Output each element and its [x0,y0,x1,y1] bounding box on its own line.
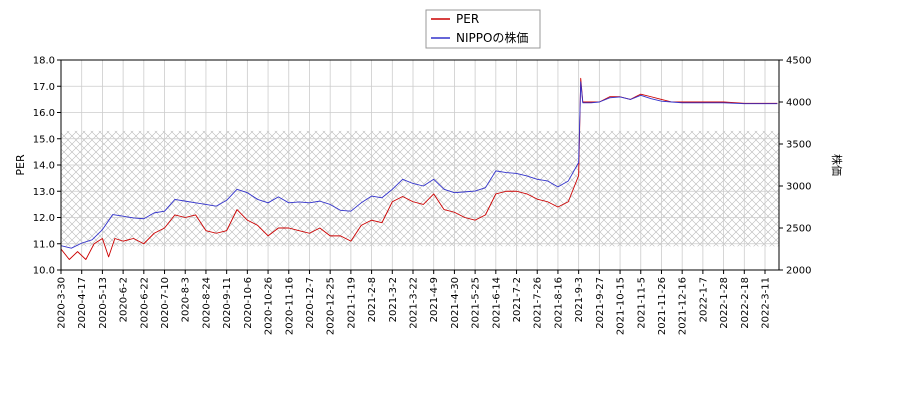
y-right-tick-label: 4000 [786,98,811,109]
x-tick-label: 2020-8-3 [181,277,192,322]
legend-label-per: PER [456,12,479,26]
x-tick-label: 2020-6-22 [139,277,150,329]
legend: PER NIPPOの株価 [425,9,541,49]
hatched-band [61,130,779,247]
x-tick-label: 2021-11-5 [636,277,647,329]
y-left-tick-label: 16.0 [33,108,55,119]
x-tick-label: 2021-9-3 [574,277,585,322]
y-left-tick-label: 12.0 [33,213,55,224]
x-tick-label: 2022-1-28 [719,277,730,329]
x-tick-label: 2021-5-25 [471,277,482,329]
x-tick-label: 2020-12-7 [305,277,316,329]
x-tick-label: 2020-12-25 [326,277,337,335]
y-left-tick-label: 15.0 [33,134,55,145]
x-tick-label: 2021-9-27 [595,277,606,329]
x-tick-label: 2020-10-26 [264,277,275,335]
y-left-tick-label: 13.0 [33,187,55,198]
x-tick-label: 2021-3-2 [388,277,399,322]
y-left-tick-label: 14.0 [33,161,55,172]
x-tick-label: 2020-7-10 [160,277,171,329]
y-left-tick-label: 10.0 [33,266,55,277]
x-tick-label: 2021-11-26 [657,277,668,335]
x-tick-label: 2020-10-6 [243,277,254,329]
x-tick-label: 2020-4-17 [77,277,88,329]
y-left-axis-label: PER [14,154,27,176]
x-tick-label: 2021-6-14 [491,277,502,329]
y-left-tick-label: 17.0 [33,82,55,93]
x-tick-label: 2021-4-9 [429,277,440,322]
y-left-tick-label: 11.0 [33,239,55,250]
y-right-tick-label: 2000 [786,266,811,277]
x-tick-label: 2021-1-19 [346,277,357,329]
x-tick-label: 2021-7-26 [533,277,544,329]
y-right-tick-label: 3000 [786,182,811,193]
legend-box [425,9,541,49]
x-tick-label: 2021-7-2 [512,277,523,322]
x-tick-label: 2022-1-7 [698,277,709,322]
x-tick-label: 2021-10-15 [616,277,627,335]
y-right-axis-label: 株価 [830,154,844,176]
x-tick-label: 2020-6-2 [119,277,130,322]
y-right-tick-label: 2500 [786,224,811,235]
x-tick-label: 2021-4-30 [450,277,461,329]
legend-label-price: NIPPOの株価 [456,30,528,45]
series-layer [61,77,778,260]
x-tick-label: 2022-3-11 [761,277,772,329]
x-tick-label: 2020-3-30 [57,277,68,329]
x-tick-label: 2020-11-16 [284,277,295,335]
series-line-price [61,81,778,249]
y-right-tick-label: 3500 [786,140,811,151]
x-tick-label: 2021-8-16 [553,277,564,329]
y-left-tick-label: 18.0 [33,56,55,67]
x-tick-label: 2020-8-24 [201,277,212,329]
x-tick-label: 2021-12-16 [678,277,689,335]
x-tick-label: 2022-2-18 [740,277,751,329]
x-tick-label: 2021-3-22 [409,277,420,329]
x-tick-label: 2020-9-11 [222,277,233,329]
ticks: 2020-3-30 2020-4-17 2020-5-13 2020-6-2 2020-… [33,56,812,336]
x-tick-label: 2020-5-13 [98,277,109,329]
x-tick-label: 2021-2-8 [367,277,378,322]
y-right-tick-label: 4500 [786,56,811,67]
